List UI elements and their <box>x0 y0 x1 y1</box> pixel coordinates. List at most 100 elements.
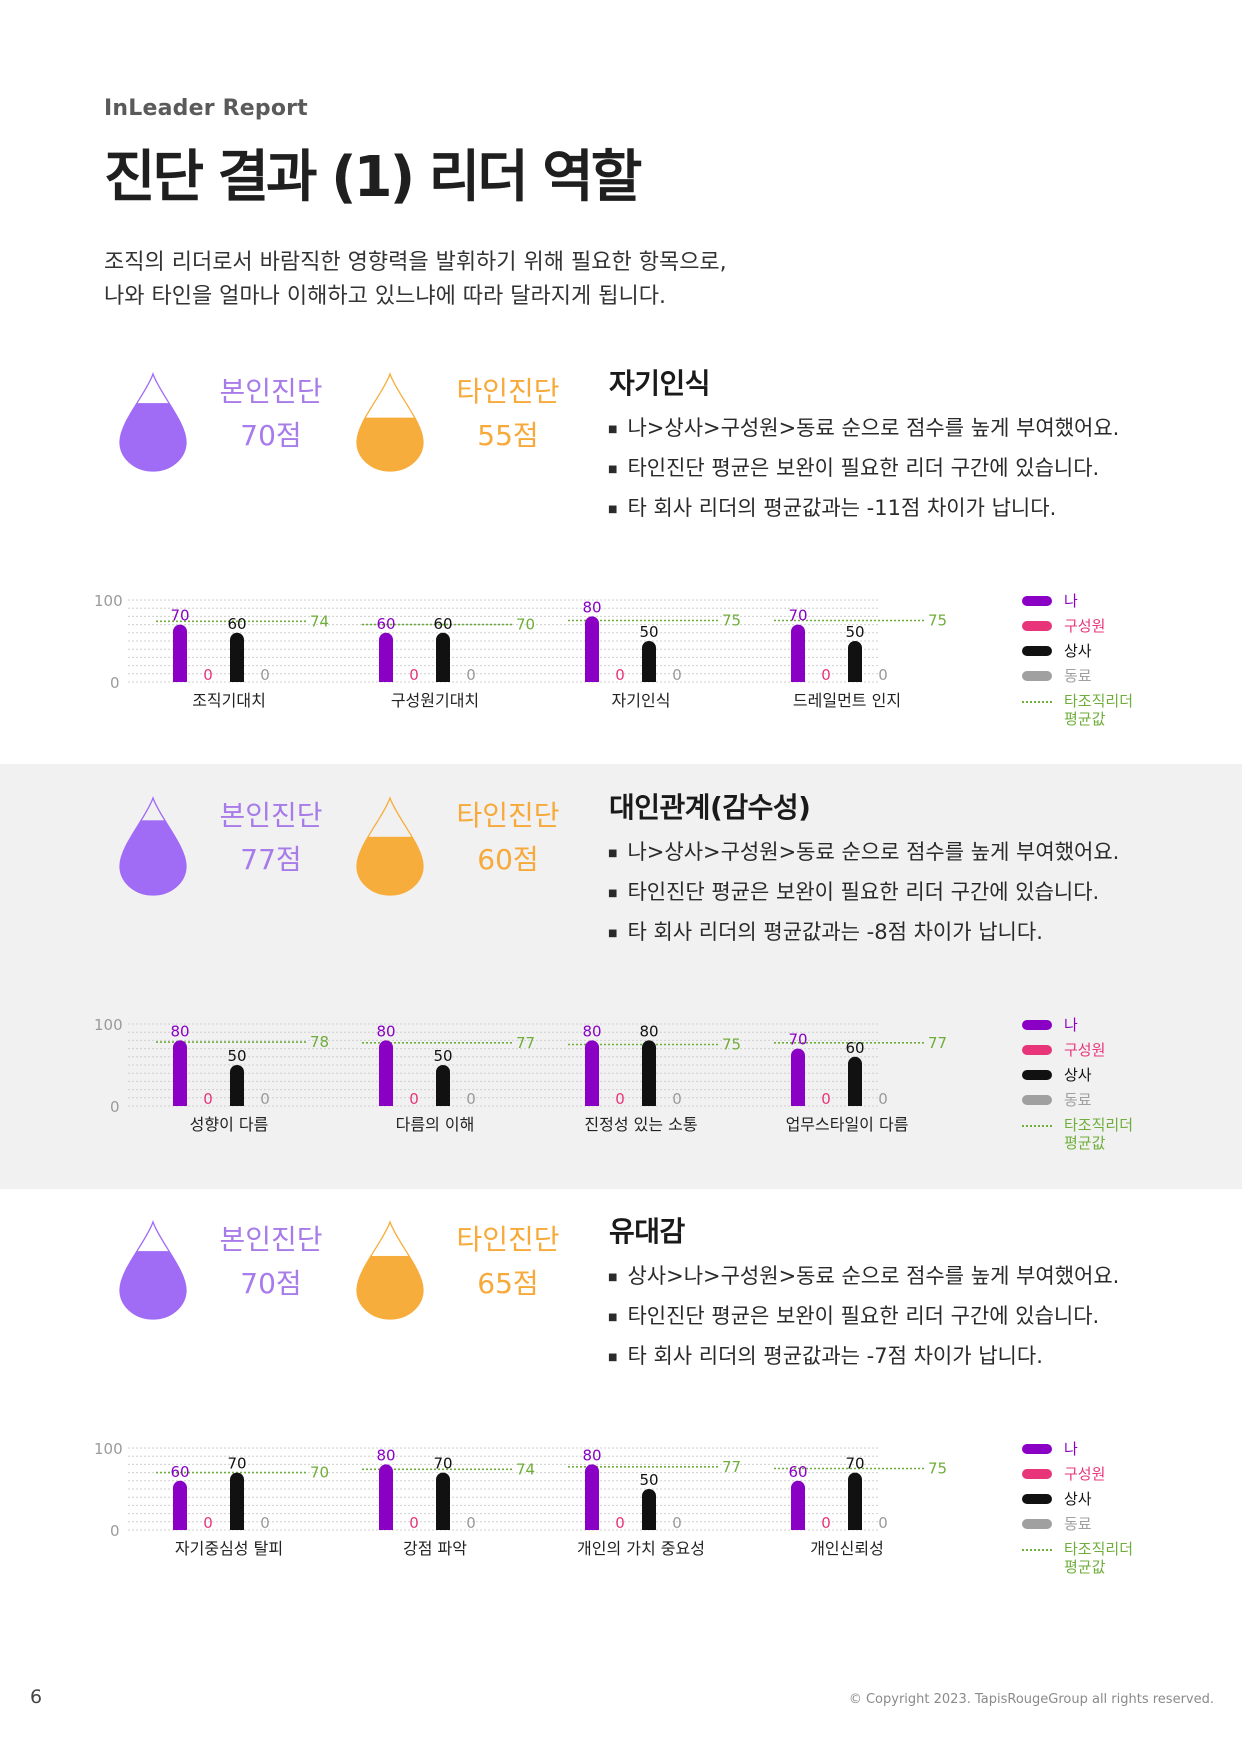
bar-chart: 100074700600조직기대치70600600구성원기대치75800500자… <box>94 592 947 710</box>
self-diagnosis-value: 77점 <box>240 843 302 876</box>
legend-label: 상사 <box>1064 642 1092 660</box>
chart-legend: 나 구성원 상사 동료 타조직리더 평균값 <box>1022 1440 1133 1576</box>
bullet-item: 나>상사>구성원>동료 순으로 점수를 높게 부여했어요. <box>608 832 1119 872</box>
legend-swatch <box>1022 1125 1052 1127</box>
legend-avg: 타조직리더 평균값 <box>1022 1116 1133 1152</box>
bar-base <box>848 674 862 682</box>
legend-label: 동료 <box>1064 1091 1092 1109</box>
bar <box>230 1065 244 1106</box>
bar-base <box>791 674 805 682</box>
bar-base <box>379 674 393 682</box>
bar <box>379 1464 393 1530</box>
bar <box>379 632 393 682</box>
legend-swatch <box>1022 1469 1052 1479</box>
bar-base <box>585 674 599 682</box>
legend-swatch <box>1022 701 1052 703</box>
bar-base <box>230 1098 244 1106</box>
bar-base <box>642 674 656 682</box>
bar-value-label: 0 <box>615 1090 625 1108</box>
drop-outline <box>356 1220 424 1320</box>
self-diagnosis-drop-icon <box>119 1220 187 1320</box>
legend-label: 타조직리더 평균값 <box>1064 1540 1134 1576</box>
intro-line-1: 조직의 리더로서 바람직한 영향력을 발휘하기 위해 필요한 항목으로, <box>104 250 727 275</box>
average-label: 75 <box>928 1460 947 1478</box>
bar <box>848 641 862 682</box>
average-label: 77 <box>928 1034 947 1052</box>
other-diagnosis-score: 타인진단 55점 <box>433 370 583 458</box>
bar-base <box>642 1098 656 1106</box>
bar-value-label: 80 <box>582 598 601 616</box>
intro-text: 조직의 리더로서 바람직한 영향력을 발휘하기 위해 필요한 항목으로, 나와 … <box>104 246 727 314</box>
self-diagnosis-drop-icon <box>119 796 187 896</box>
bar-value-label: 0 <box>615 1514 625 1532</box>
other-diagnosis-label: 타인진단 <box>456 375 560 408</box>
average-label: 77 <box>516 1034 535 1052</box>
bar-base <box>436 1522 450 1530</box>
bar-value-label: 60 <box>433 615 452 633</box>
drop-fill <box>357 417 423 471</box>
bar-value-label: 80 <box>639 1022 658 1040</box>
category-label: 개인신뢰성 <box>810 1539 884 1558</box>
bar <box>585 1040 599 1106</box>
other-diagnosis-score: 타인진단 65점 <box>433 1218 583 1306</box>
bar-base <box>848 1522 862 1530</box>
bar-value-label: 0 <box>466 1514 476 1532</box>
page-number: 6 <box>30 1686 43 1708</box>
bullet-item: 타인진단 평균은 보완이 필요한 리더 구간에 있습니다. <box>608 448 1119 488</box>
legend-label: 동료 <box>1064 1515 1092 1533</box>
legend-swatch <box>1022 1020 1052 1030</box>
bar-value-label: 0 <box>409 1090 419 1108</box>
category-label: 자기중심성 탈피 <box>175 1539 283 1558</box>
bar <box>173 1040 187 1106</box>
other-diagnosis-value: 60점 <box>477 843 539 876</box>
bar-value-label: 0 <box>203 1514 213 1532</box>
drop-fill <box>357 836 423 895</box>
category-label: 구성원기대치 <box>391 691 479 710</box>
bullet-item: 타 회사 리더의 평균값과는 -7점 차이가 납니다. <box>608 1336 1119 1376</box>
legend-label: 나 <box>1064 1016 1078 1034</box>
bar-base <box>379 1098 393 1106</box>
legend-label: 타조직리더 평균값 <box>1064 692 1134 728</box>
summary-bullets: 나>상사>구성원>동료 순으로 점수를 높게 부여했어요. 타인진단 평균은 보… <box>608 408 1119 528</box>
average-label: 74 <box>516 1460 535 1478</box>
average-label: 70 <box>310 1464 329 1482</box>
bar <box>379 1040 393 1106</box>
y-tick-label: 0 <box>110 1522 120 1540</box>
legend-label: 나 <box>1064 1440 1078 1458</box>
other-diagnosis-label: 타인진단 <box>456 799 560 832</box>
legend-swatch <box>1022 1519 1052 1529</box>
bullet-item: 타인진단 평균은 보완이 필요한 리더 구간에 있습니다. <box>608 1296 1119 1336</box>
drop-fill <box>357 1255 423 1319</box>
other-diagnosis-drop-icon <box>356 796 424 896</box>
bar-value-label: 0 <box>203 666 213 684</box>
bullet-item: 상사>나>구성원>동료 순으로 점수를 높게 부여했어요. <box>608 1256 1119 1296</box>
other-diagnosis-value: 55점 <box>477 419 539 452</box>
bar-value-label: 0 <box>672 666 682 684</box>
bar <box>585 616 599 682</box>
legend-peer: 동료 <box>1022 1515 1133 1540</box>
bar <box>585 1464 599 1530</box>
bar <box>436 1065 450 1106</box>
average-label: 75 <box>722 612 741 630</box>
average-label: 75 <box>928 612 947 630</box>
bar-value-label: 0 <box>672 1090 682 1108</box>
bar-base <box>173 674 187 682</box>
bar-value-label: 50 <box>639 1471 658 1489</box>
bar-base <box>173 1098 187 1106</box>
bar-value-label: 60 <box>845 1039 864 1057</box>
bar-value-label: 0 <box>672 1514 682 1532</box>
category-label: 진정성 있는 소통 <box>584 1115 697 1134</box>
legend-label: 구성원 <box>1064 1041 1106 1059</box>
self-diagnosis-label: 본인진단 <box>219 799 323 832</box>
bar-value-label: 50 <box>433 1047 452 1065</box>
section-title: 자기인식 <box>609 367 711 400</box>
legend-boss: 상사 <box>1022 1066 1133 1091</box>
other-diagnosis-score: 타인진단 60점 <box>433 794 583 882</box>
drop-outline <box>119 796 187 896</box>
legend-avg: 타조직리더 평균값 <box>1022 692 1133 728</box>
legend-swatch <box>1022 596 1052 606</box>
bullet-item: 나>상사>구성원>동료 순으로 점수를 높게 부여했어요. <box>608 408 1119 448</box>
bar-value-label: 0 <box>409 1514 419 1532</box>
drop-outline <box>356 372 424 472</box>
legend-member: 구성원 <box>1022 617 1133 642</box>
